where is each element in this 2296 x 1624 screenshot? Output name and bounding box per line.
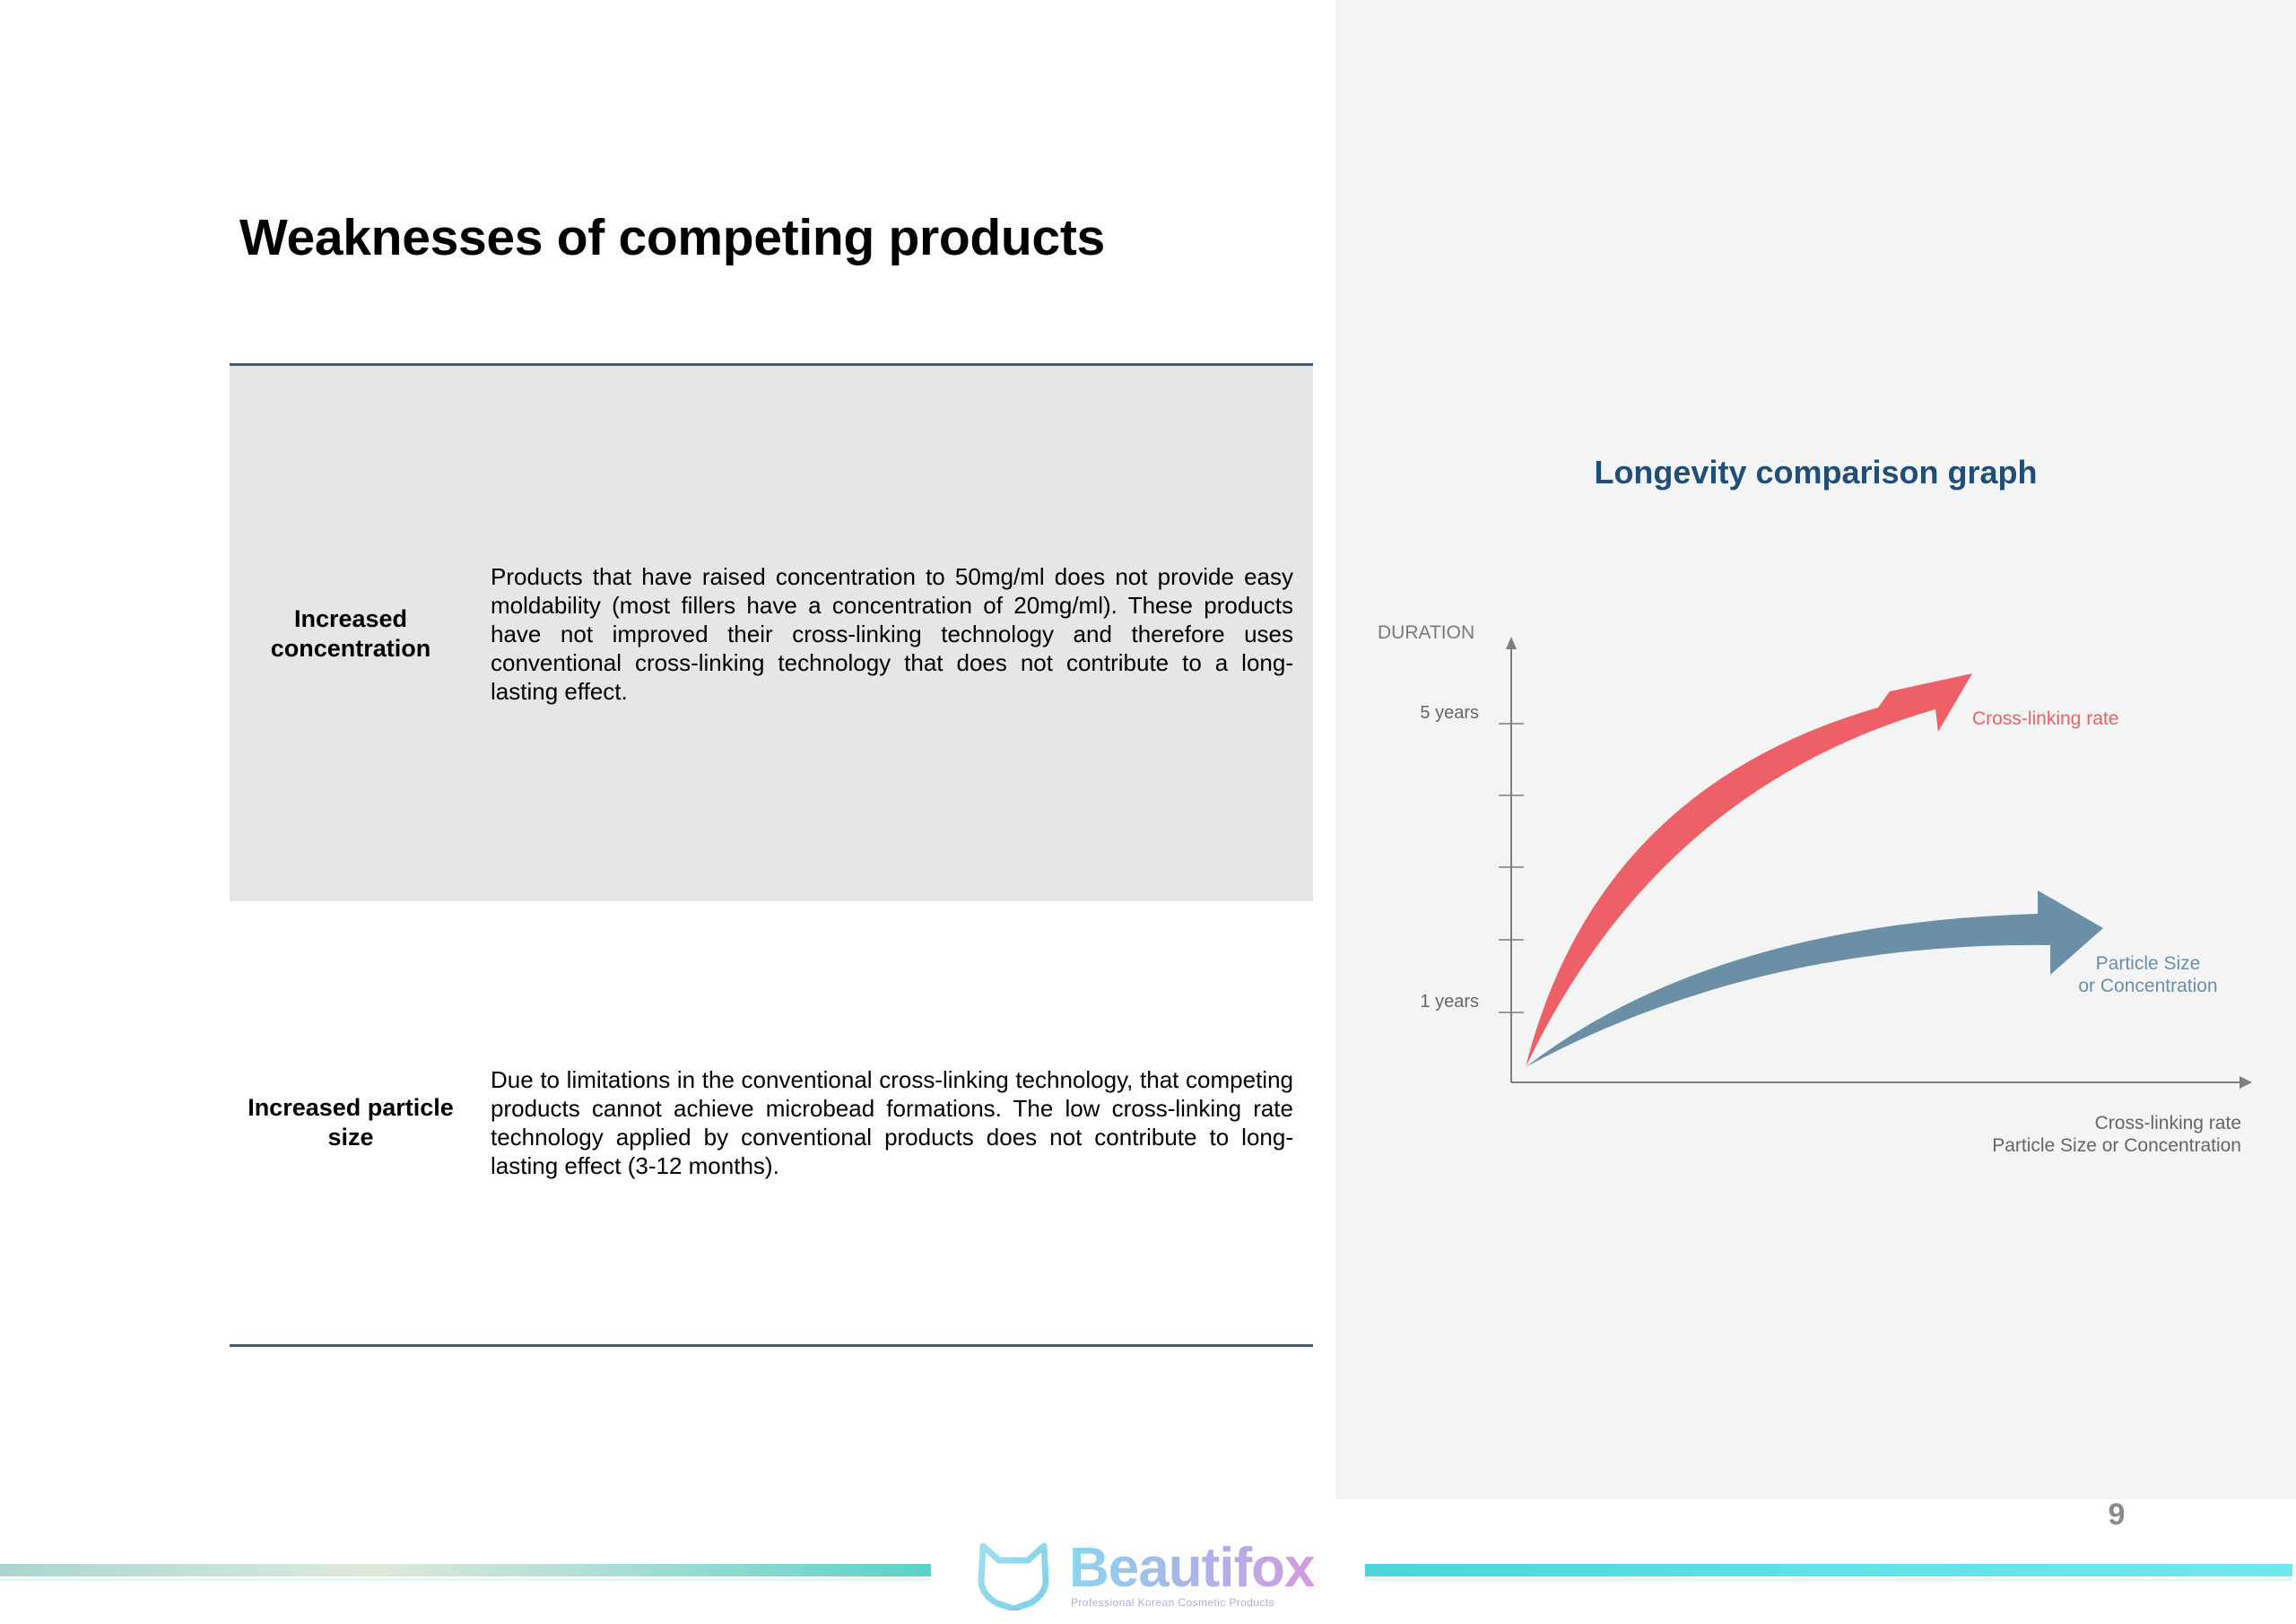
y-axis-arrow: [1506, 637, 1517, 649]
row-label: Increased concentration: [270, 604, 431, 662]
logo-wordmark: Beautifox: [1069, 1537, 1315, 1599]
y-axis-label: DURATION: [1378, 622, 1474, 643]
row-description: Products that have raised concentration …: [491, 562, 1293, 705]
y-tick-label: 1 years: [1420, 992, 1479, 1012]
footer-band-right: [1365, 1564, 2292, 1581]
x-axis-arrow: [2239, 1076, 2252, 1089]
row-description: Due to limitations in the conventional c…: [491, 1066, 1293, 1179]
row-label: Increased particle size: [248, 1094, 454, 1151]
series-label: Particle Size or Concentration: [2078, 953, 2217, 996]
y-tick-label: 5 years: [1420, 703, 1479, 723]
x-axis-label-line: Particle Size or Concentration: [1992, 1135, 2241, 1156]
chart-series: Cross-linking rate Particle Size or Concen…: [1526, 673, 2218, 1067]
series-particle-size: [1526, 890, 2103, 1067]
table-row: Increased concentration Products that ha…: [230, 366, 1313, 901]
fox-head-icon: [978, 1542, 1049, 1611]
footer-band-left: [0, 1564, 931, 1581]
page-number: 9: [2108, 1498, 2126, 1532]
weakness-table: Increased concentration Products that ha…: [230, 363, 1313, 1347]
page-title: Weaknesses of competing products: [239, 209, 1105, 266]
table-row: Increased particle size Due to limitatio…: [230, 901, 1313, 1344]
series-label: Cross-linking rate: [1972, 708, 2118, 729]
series-cross-linking-rate: [1526, 673, 1972, 1067]
brand-logo: Beautifox Professional Korean Cosmetic P…: [976, 1537, 1335, 1616]
x-axis-label-line: Cross-linking rate: [2095, 1113, 2241, 1133]
logo-tagline: Professional Korean Cosmetic Products: [1071, 1596, 1274, 1609]
chart-axes: [1506, 637, 2252, 1089]
longevity-chart: DURATION 5 years 1 years Cross-linking ra…: [1378, 622, 2252, 1156]
chart-title: Longevity comparison graph: [1594, 454, 2038, 491]
table-top-rule: [230, 363, 1313, 366]
y-ticks: 5 years 1 years: [1420, 703, 1524, 1013]
table-bottom-rule: [230, 1344, 1313, 1347]
